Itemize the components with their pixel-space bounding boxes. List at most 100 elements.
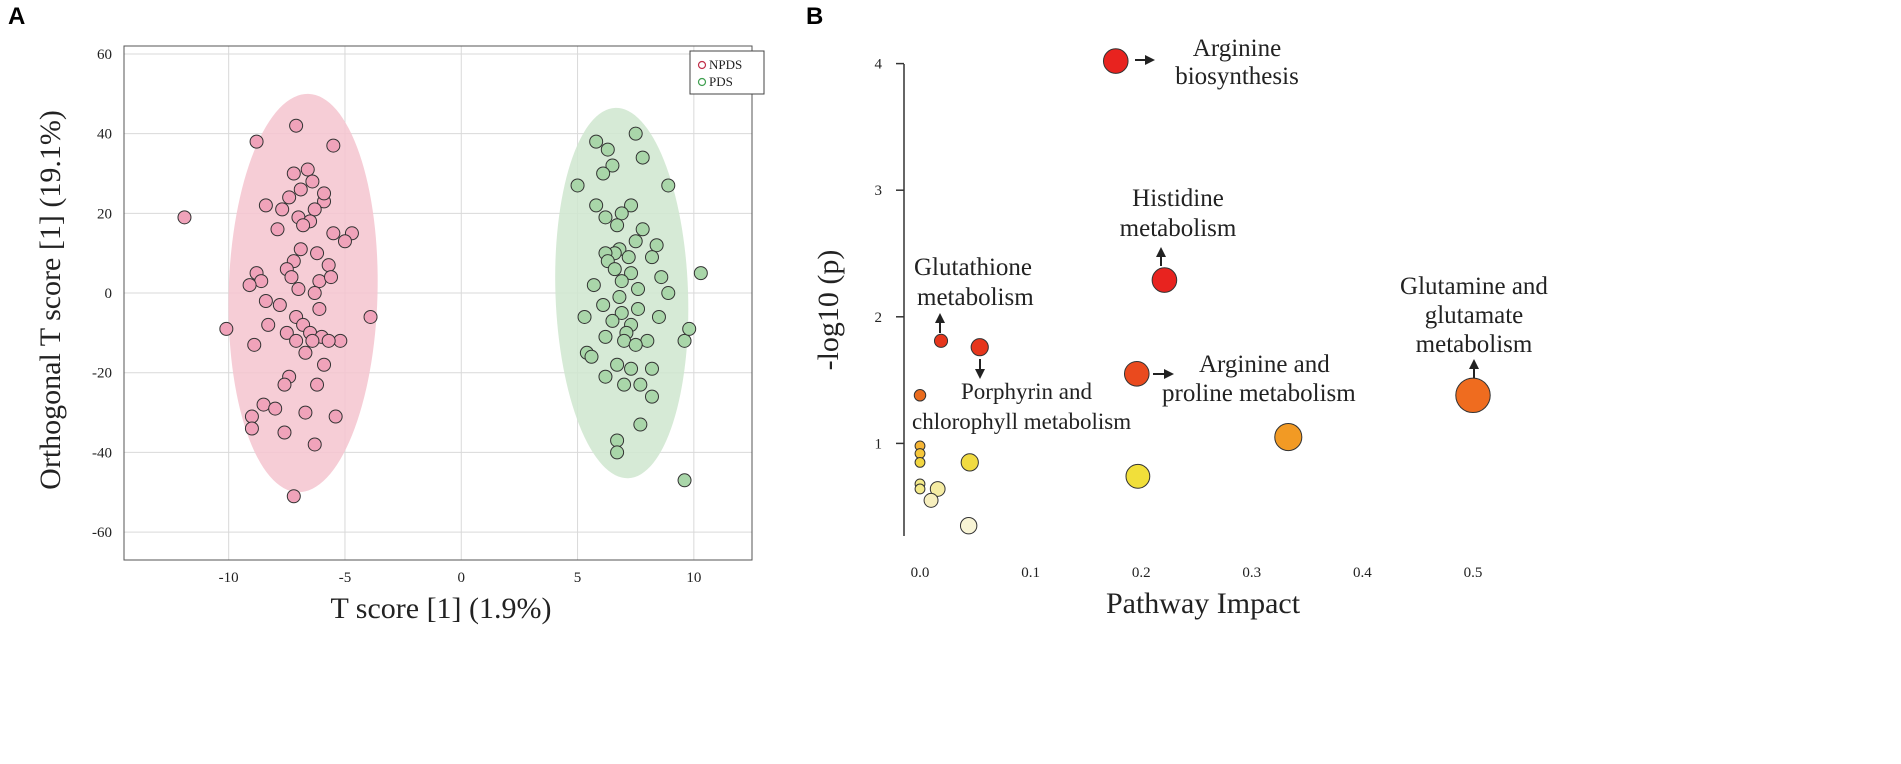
point-npds (307, 437, 322, 452)
panel-a-x-axis-label: T score [1] (1.9%) (330, 592, 551, 625)
point-pds (621, 250, 636, 265)
point-pds (596, 166, 611, 181)
point-npds (291, 282, 306, 297)
panel-b-plot: 1 2 3 4 0.0 0.1 0.2 0.3 0.4 0.5 Pathway Impact -… (812, 35, 1548, 620)
point-pds (628, 234, 643, 249)
point-pds (570, 178, 585, 193)
point-pds (598, 329, 613, 344)
annotation-line: Arginine (1193, 35, 1281, 62)
point-npds (310, 377, 325, 392)
pathway-point (1274, 423, 1303, 452)
point-pds (651, 309, 666, 324)
pathway-point (1123, 360, 1150, 387)
panel-a-y-tick-label: 40 (97, 127, 112, 143)
point-npds (305, 174, 320, 189)
point-npds (321, 258, 336, 273)
pathway-point (1125, 463, 1151, 489)
annotation-line: metabolism (1120, 215, 1237, 242)
annotation-line: Glutathione (914, 254, 1032, 281)
panel-a-y-tick-label: 60 (97, 47, 112, 63)
annotation-line: glutamate (1425, 302, 1524, 329)
point-npds (310, 246, 325, 261)
point-npds (333, 333, 348, 348)
point-pds (624, 198, 639, 213)
point-npds (286, 166, 301, 181)
point-pds (644, 361, 659, 376)
panel-a-plot: -10 -5 0 5 10 60 40 20 0 -20 -40 -60 T score [1] (… (34, 45, 765, 625)
panel-a-y-axis-label: Orthogonal T score [1] (19.1%) (34, 110, 67, 490)
point-pds (624, 266, 639, 281)
point-pds (607, 262, 622, 277)
point-npds (254, 274, 269, 289)
point-pds (640, 333, 655, 348)
annotation-line: metabolism (1416, 331, 1533, 358)
panel-a-y-tick-label: -60 (92, 525, 112, 541)
point-pds (633, 377, 648, 392)
point-npds (305, 333, 320, 348)
point-npds (249, 134, 264, 149)
panel-a-x-tick-label: 0 (458, 570, 466, 586)
point-pds (624, 361, 639, 376)
pathway-point (929, 481, 946, 497)
point-npds (279, 325, 294, 340)
point-npds (293, 242, 308, 257)
point-npds (247, 337, 262, 352)
point-pds (610, 218, 625, 233)
legend-marker-npds (697, 60, 707, 70)
annotation-histidine-metabolism: Histidine metabolism (1120, 185, 1237, 266)
point-npds (324, 270, 339, 285)
point-pds (589, 134, 604, 149)
point-npds (277, 377, 292, 392)
panel-a-x-tick-label: -10 (219, 570, 239, 586)
point-npds (286, 489, 301, 504)
point-pds (610, 433, 625, 448)
pathway-point (1102, 48, 1129, 74)
legend-box (689, 50, 765, 95)
legend-marker-pds (697, 77, 707, 87)
point-npds (363, 309, 378, 324)
panel-letter-a: A (8, 3, 25, 30)
point-pds (584, 349, 599, 364)
panel-a-frame (123, 45, 753, 561)
point-npds (317, 357, 332, 372)
point-pds (610, 445, 625, 460)
pathway-point (960, 453, 979, 472)
annotation-line: Glutamine and (1400, 273, 1548, 300)
panel-a-y-ticks: 60 40 20 0 -20 -40 -60 (92, 47, 112, 541)
point-pds (598, 369, 613, 384)
pathway-point (923, 492, 939, 508)
panel-b-x-ticks: 0.0 0.1 0.2 0.3 0.4 0.5 (911, 565, 1483, 581)
panel-letter-b: B (806, 3, 823, 30)
point-npds (307, 202, 322, 217)
point-pds (600, 142, 615, 157)
panel-b-y-axis-label: -log10 (p) (812, 250, 845, 371)
panel-a-x-tick-label: 10 (686, 570, 701, 586)
point-npds (275, 202, 290, 217)
annotation-line: biosynthesis (1175, 63, 1299, 90)
point-npds (312, 301, 327, 316)
point-pds (605, 313, 620, 328)
point-pds (644, 250, 659, 265)
point-npds (272, 297, 287, 312)
point-pds (661, 178, 676, 193)
panel-a-y-tick-label: 0 (105, 286, 113, 302)
annotation-arginine-proline-metabolism: Arginine and proline metabolism (1153, 351, 1356, 407)
point-npds (289, 333, 304, 348)
point-npds (326, 138, 341, 153)
point-pds (610, 357, 625, 372)
point-npds (337, 234, 352, 249)
point-pds (635, 150, 650, 165)
point-pds (617, 377, 632, 392)
panel-a-y-tick-label: 20 (97, 206, 112, 222)
panel-a-x-tick-label: -5 (339, 570, 352, 586)
panel-b-x-tick-label: 0.1 (1021, 565, 1040, 581)
point-pds (598, 210, 613, 225)
annotation-line: chlorophyll metabolism (912, 409, 1131, 434)
point-pds (677, 473, 692, 488)
annotation-line: Histidine (1132, 185, 1224, 212)
point-pds (661, 286, 676, 301)
pathway-point (959, 516, 978, 535)
point-pds (644, 389, 659, 404)
point-npds (321, 333, 336, 348)
